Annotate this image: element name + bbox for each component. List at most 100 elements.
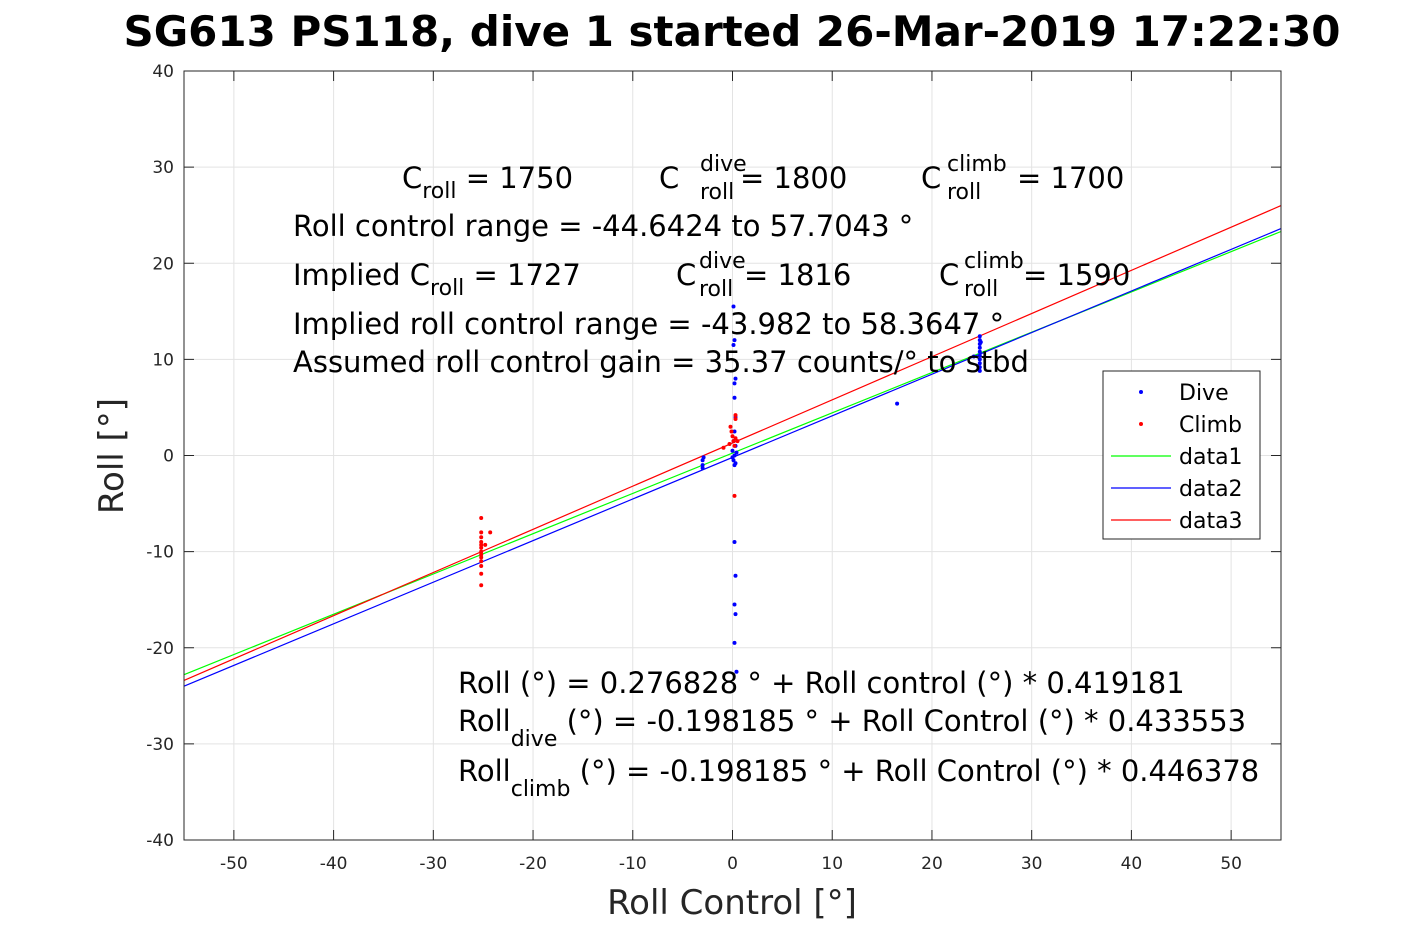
point-dive (732, 395, 737, 400)
c-roll-sub: roll (422, 179, 456, 204)
legend-label-climb: Climb (1179, 413, 1242, 438)
x-tick-label: -40 (320, 854, 348, 874)
legend-item-data2: data2 (1111, 477, 1243, 502)
legend-item-data1: data1 (1111, 445, 1243, 470)
c-roll-value: = 1750 (457, 161, 574, 195)
point-climb (733, 436, 738, 441)
point-dive (701, 455, 706, 460)
point-dive (732, 602, 737, 607)
svg-text:Rolldive (°) = -0.198185 ° + R: Rolldive (°) = -0.198185 ° + Roll Contro… (458, 704, 1246, 752)
y-tick-label: -20 (146, 639, 174, 659)
point-climb (728, 424, 733, 429)
y-tick-label: -40 (146, 831, 174, 851)
point-climb (479, 571, 484, 576)
point-climb (479, 516, 484, 520)
implied-dive-sup: dive (699, 249, 746, 274)
point-dive (732, 338, 737, 343)
point-climb (488, 530, 493, 535)
implied-dive-sub: roll (699, 277, 733, 302)
point-climb (479, 552, 484, 557)
y-tick-label: 10 (152, 350, 174, 370)
legend-swatch-climb (1139, 422, 1143, 426)
fit-all-equation: Roll (°) = 0.276828 ° + Roll control (°)… (458, 666, 1185, 700)
point-climb (483, 542, 488, 547)
y-tick-labels: -40 -30 -20 -10 0 10 20 30 40 (146, 62, 174, 851)
point-dive (730, 455, 735, 460)
x-axis-label: Roll Control [°] (607, 883, 857, 923)
point-climb (479, 542, 484, 547)
c-climb-sup: climb (947, 152, 1007, 177)
c-dive-sup: dive (700, 152, 747, 177)
point-climb (479, 535, 484, 540)
legend-swatch-dive (1139, 390, 1143, 394)
implied-dive-main: C (676, 258, 696, 292)
fit-dive-rest: (°) = -0.198185 ° + Roll Control (°) * 0… (557, 704, 1246, 738)
x-tick-label: 0 (727, 854, 738, 874)
legend-label-data1: data1 (1179, 445, 1243, 470)
point-dive (971, 354, 976, 359)
legend-label-data2: data2 (1179, 477, 1243, 502)
point-climb (735, 439, 740, 444)
implied-dive-value: = 1816 (744, 258, 851, 292)
implied-climb-sup: climb (964, 249, 1024, 274)
point-climb (479, 559, 484, 564)
fit-climb-main: Roll (458, 754, 511, 788)
fit-dive-main: Roll (458, 704, 511, 738)
x-tick-label: 10 (821, 854, 843, 874)
fit-climb-rest: (°) = -0.198185 ° + Roll Control (°) * 0… (570, 754, 1259, 788)
point-climb (479, 555, 484, 560)
point-dive (977, 365, 982, 370)
point-climb (729, 429, 734, 434)
point-dive (731, 304, 736, 309)
point-dive (732, 640, 737, 645)
implied-roll-control-range: Implied roll control range = -43.982 to … (293, 307, 1004, 341)
point-dive (700, 463, 705, 468)
point-climb (479, 583, 484, 588)
y-axis-label: Roll [°] (92, 398, 132, 514)
point-climb (733, 413, 738, 418)
x-tick-label: 50 (1220, 854, 1242, 874)
point-dive (730, 448, 735, 453)
point-dive (733, 376, 738, 381)
point-dive (977, 361, 982, 366)
point-climb (479, 530, 484, 535)
point-dive (732, 429, 737, 434)
fit-dive-sub: dive (511, 727, 558, 752)
point-dive (732, 381, 737, 386)
y-tick-label: -10 (146, 543, 174, 563)
point-dive (895, 401, 900, 406)
implied-c-value: = 1727 (464, 258, 581, 292)
point-climb (479, 545, 484, 550)
y-tick-label: 0 (163, 447, 174, 467)
legend: Dive Climb data1 data2 data3 (1102, 370, 1261, 540)
point-dive (977, 353, 982, 358)
c-dive-main: C (659, 161, 679, 195)
annotation-implied-c-roll: Implied Croll = 1727 (293, 258, 581, 301)
ticks (184, 70, 1281, 841)
x-tick-label: 30 (1021, 854, 1043, 874)
annotation-implied-c-climb: C climb roll = 1590 (939, 249, 1130, 302)
legend-items: Dive Climb data1 data2 data3 (1111, 381, 1243, 534)
legend-item-dive: Dive (1139, 381, 1229, 406)
point-dive (734, 669, 739, 674)
x-tick-label: -50 (220, 854, 248, 874)
point-dive (977, 334, 982, 339)
point-climb (727, 442, 732, 446)
annotation-c-roll-dive: C dive roll = 1800 (659, 152, 847, 205)
svg-text:Rollclimb (°) = -0.198185 ° +: Rollclimb (°) = -0.198185 ° + Roll Contr… (458, 754, 1259, 802)
annotation-implied-c-dive: C dive roll = 1816 (676, 249, 851, 302)
point-dive (978, 340, 983, 345)
point-climb (721, 445, 726, 450)
roll-control-range: Roll control range = -44.6424 to 57.7043… (293, 209, 913, 243)
assumed-roll-gain: Assumed roll control gain = 35.37 counts… (293, 345, 1029, 379)
c-dive-sub: roll (700, 180, 734, 205)
point-climb (732, 493, 737, 498)
x-tick-label: 40 (1121, 854, 1143, 874)
legend-label-dive: Dive (1179, 381, 1229, 406)
annotation-c-roll-climb: C climb roll = 1700 (921, 152, 1124, 205)
legend-item-data3: data3 (1111, 509, 1243, 534)
point-dive (700, 466, 705, 470)
point-dive (731, 343, 736, 347)
point-climb (479, 564, 484, 568)
point-climb (479, 549, 484, 554)
